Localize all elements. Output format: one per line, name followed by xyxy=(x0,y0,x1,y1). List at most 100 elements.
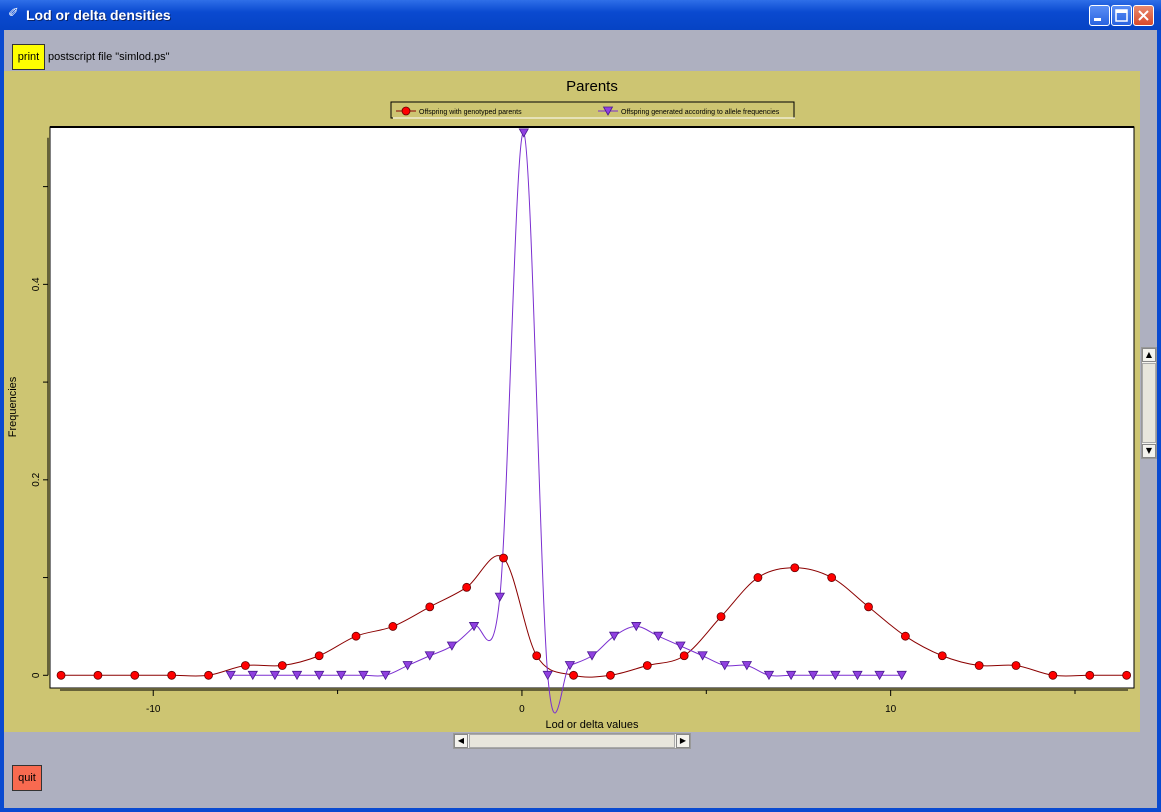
data-point xyxy=(247,670,258,681)
minimize-button[interactable] xyxy=(1089,5,1110,26)
data-point xyxy=(313,670,325,681)
window-frame-left xyxy=(0,30,4,812)
data-point xyxy=(716,612,726,622)
data-point xyxy=(93,670,103,680)
quit-button[interactable]: quit xyxy=(12,765,42,791)
data-point xyxy=(679,651,689,661)
data-point xyxy=(653,631,664,642)
legend-label: Offspring with genotyped parents xyxy=(419,109,522,116)
feather-icon: ✐ xyxy=(8,6,19,21)
x-tick-label: 10 xyxy=(885,704,897,715)
data-point xyxy=(608,631,620,642)
scroll-down-button[interactable]: ▼ xyxy=(1142,444,1156,458)
data-point xyxy=(336,670,347,681)
y-axis: 0 0.2 0.4 xyxy=(31,137,49,678)
scroll-up-button[interactable]: ▲ xyxy=(1142,348,1156,362)
data-point xyxy=(167,670,177,680)
x-tick-label: -10 xyxy=(146,704,161,715)
series-line-1 xyxy=(230,132,902,714)
x-axis: -10 0 10 xyxy=(60,689,1128,715)
data-point xyxy=(719,661,730,671)
data-point xyxy=(518,128,529,138)
data-point xyxy=(402,661,413,671)
data-point xyxy=(532,651,542,661)
data-point xyxy=(56,670,66,680)
data-point xyxy=(790,563,800,573)
scroll-left-button[interactable]: ◀ xyxy=(454,734,468,748)
window-frame-bottom xyxy=(0,808,1161,812)
data-point xyxy=(1085,670,1095,680)
data-point xyxy=(697,651,708,661)
data-point xyxy=(763,670,775,681)
series-markers xyxy=(56,128,1132,681)
data-point xyxy=(130,670,140,680)
data-point xyxy=(1048,670,1058,680)
data-point xyxy=(631,622,642,632)
maximize-icon xyxy=(1115,9,1128,22)
data-point xyxy=(901,631,910,641)
minimize-icon xyxy=(1094,18,1101,21)
data-point xyxy=(462,582,472,592)
data-point xyxy=(499,553,508,563)
data-point xyxy=(586,651,598,661)
data-point xyxy=(830,670,841,681)
scroll-right-button[interactable]: ▶ xyxy=(676,734,690,748)
window-title-bar: ✐ Lod or delta densities xyxy=(0,0,1161,30)
chart-panel: Parents Offspring with genotyped parents… xyxy=(4,71,1140,732)
data-point xyxy=(864,602,873,612)
maximize-button[interactable] xyxy=(1111,5,1132,26)
data-point xyxy=(569,670,578,680)
data-point xyxy=(827,573,837,582)
data-point xyxy=(380,670,391,681)
arrow-right-icon: ▶ xyxy=(679,736,687,745)
data-point xyxy=(446,641,458,651)
window-title: Lod or delta densities xyxy=(26,7,171,23)
y-tick-label: 0 xyxy=(31,672,42,678)
data-point xyxy=(974,661,984,670)
data-point xyxy=(241,661,250,670)
data-point xyxy=(741,661,753,671)
data-point xyxy=(808,670,819,681)
data-point xyxy=(291,670,303,681)
data-point xyxy=(388,622,398,631)
data-point xyxy=(277,661,287,670)
print-button[interactable]: print xyxy=(12,44,45,70)
data-point xyxy=(351,631,361,641)
legend-label: Offspring generated according to allele … xyxy=(621,109,780,116)
y-tick-label: 0.2 xyxy=(31,472,42,486)
data-point xyxy=(753,573,763,582)
chart-legend: Offspring with genotyped parents Offsprin… xyxy=(390,101,795,119)
data-point xyxy=(852,670,863,681)
data-point xyxy=(896,670,907,681)
data-point xyxy=(204,670,213,680)
y-tick-label: 0.4 xyxy=(31,277,42,291)
chart-title: Parents xyxy=(566,78,618,95)
data-point xyxy=(468,622,480,632)
vertical-scrollbar[interactable]: ▲ ▼ xyxy=(1141,347,1157,459)
arrow-up-icon: ▲ xyxy=(1145,350,1153,359)
data-point xyxy=(675,641,686,651)
horizontal-scrollbar[interactable]: ◀ ▶ xyxy=(453,733,691,749)
data-point xyxy=(269,670,281,681)
legend-marker xyxy=(602,106,614,116)
data-point xyxy=(642,661,652,670)
data-point xyxy=(874,670,885,681)
data-point xyxy=(424,651,435,661)
data-point xyxy=(494,592,506,602)
data-point xyxy=(1011,661,1021,670)
postscript-file-label: postscript file "simlod.ps" xyxy=(48,51,170,63)
legend-marker xyxy=(401,106,411,116)
vertical-scroll-thumb[interactable] xyxy=(1142,363,1156,443)
close-button[interactable] xyxy=(1133,5,1154,26)
data-point xyxy=(225,670,236,681)
arrow-down-icon: ▼ xyxy=(1145,446,1153,455)
data-point xyxy=(785,670,797,681)
data-point xyxy=(314,651,324,661)
horizontal-scroll-thumb[interactable] xyxy=(469,734,675,748)
window-frame-right xyxy=(1157,30,1161,812)
close-icon xyxy=(1138,10,1149,21)
arrow-left-icon: ◀ xyxy=(457,736,465,745)
density-chart: Parents Offspring with genotyped parents… xyxy=(7,78,1135,731)
x-axis-label: Lod or delta values xyxy=(546,719,639,731)
data-point xyxy=(425,602,435,612)
